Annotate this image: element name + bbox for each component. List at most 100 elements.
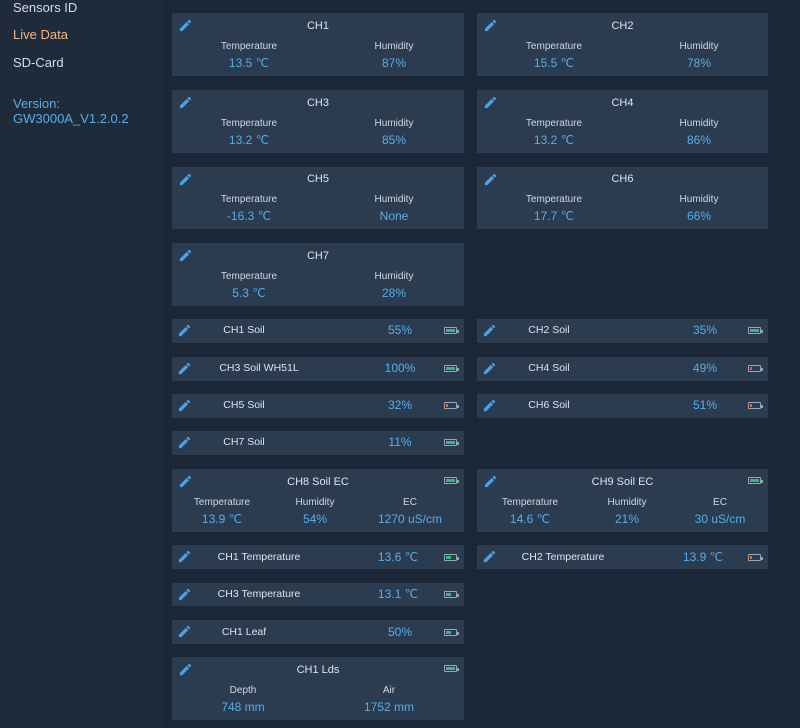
temperature-label: Temperature bbox=[501, 497, 559, 508]
sensor-name: CH3 Temperature bbox=[217, 588, 301, 600]
pencil-edit-icon[interactable] bbox=[177, 361, 192, 376]
main-content: CH1 Temperature 13.5 ℃ Humidity 87% CH2 … bbox=[163, 0, 800, 728]
pencil-edit-icon[interactable] bbox=[177, 398, 192, 413]
humidity-label: Humidity bbox=[679, 118, 719, 129]
humidity-value: 21% bbox=[614, 512, 640, 526]
battery-icon bbox=[748, 402, 763, 409]
battery-icon bbox=[748, 365, 763, 372]
temperature-value: 13.2 ℃ bbox=[228, 133, 270, 147]
soil-row-ch1: CH1 Soil 55% bbox=[172, 319, 464, 343]
th-card-ch5: CH5 Temperature -16.3 ℃ Humidity None bbox=[172, 167, 464, 229]
sensor-value: 13.6 ℃ bbox=[377, 550, 419, 564]
pencil-edit-icon[interactable] bbox=[177, 549, 192, 564]
soil-row-ch6: CH6 Soil 51% bbox=[477, 394, 768, 418]
th-card-ch1: CH1 Temperature 13.5 ℃ Humidity 87% bbox=[172, 13, 464, 76]
temp-row-ch3: CH3 Temperature 13.1 ℃ bbox=[172, 583, 464, 606]
soil-row-ch7: CH7 Soil 11% bbox=[172, 431, 464, 455]
pencil-edit-icon[interactable] bbox=[177, 435, 192, 450]
pencil-edit-icon[interactable] bbox=[178, 172, 193, 187]
pencil-edit-icon[interactable] bbox=[482, 398, 497, 413]
battery-icon bbox=[444, 665, 459, 672]
humidity-value: 78% bbox=[686, 56, 712, 70]
nav-sensors-id[interactable]: Sensors ID bbox=[13, 0, 78, 15]
sensor-value: 32% bbox=[387, 398, 413, 412]
version-value: GW3000A_V1.2.0.2 bbox=[13, 111, 129, 126]
pencil-edit-icon[interactable] bbox=[178, 474, 193, 489]
soil-row-ch4: CH4 Soil 49% bbox=[477, 357, 768, 381]
temperature-label: Temperature bbox=[525, 41, 583, 52]
temperature-value: 14.6 ℃ bbox=[509, 512, 551, 526]
sensor-value: 100% bbox=[384, 361, 416, 375]
ec-value: 30 uS/cm bbox=[694, 512, 746, 526]
pencil-edit-icon[interactable] bbox=[482, 323, 497, 338]
air-label: Air bbox=[382, 685, 396, 696]
pencil-edit-icon[interactable] bbox=[178, 18, 193, 33]
sensor-name: CH3 Soil WH51L bbox=[219, 362, 299, 374]
soil-row-ch2: CH2 Soil 35% bbox=[477, 319, 768, 343]
th-card-ch3: CH3 Temperature 13.2 ℃ Humidity 85% bbox=[172, 90, 464, 153]
sensor-value: 11% bbox=[388, 435, 412, 449]
battery-icon bbox=[444, 439, 459, 446]
soil-row-ch3: CH3 Soil WH51L 100% bbox=[172, 357, 464, 381]
pencil-edit-icon[interactable] bbox=[482, 549, 497, 564]
battery-icon bbox=[444, 365, 459, 372]
pencil-edit-icon[interactable] bbox=[178, 95, 193, 110]
depth-value: 748 mm bbox=[221, 700, 265, 714]
temperature-value: 13.5 ℃ bbox=[228, 56, 270, 70]
sensor-value: 13.9 ℃ bbox=[682, 550, 724, 564]
pencil-edit-icon[interactable] bbox=[178, 662, 193, 677]
humidity-label: Humidity bbox=[295, 497, 335, 508]
temp-row-ch1: CH1 Temperature 13.6 ℃ bbox=[172, 545, 464, 569]
temperature-label: Temperature bbox=[220, 41, 278, 52]
humidity-label: Humidity bbox=[374, 194, 414, 205]
sensor-name: CH2 Temperature bbox=[521, 551, 605, 563]
pencil-edit-icon[interactable] bbox=[177, 624, 192, 639]
sensor-name: CH1 Leaf bbox=[221, 626, 267, 638]
battery-icon bbox=[748, 327, 763, 334]
battery-icon bbox=[444, 402, 459, 409]
humidity-value: 85% bbox=[381, 133, 407, 147]
battery-icon bbox=[444, 554, 459, 561]
lds-card-ch1: CH1 Lds Depth 748 mm Air 1752 mm bbox=[172, 657, 464, 720]
depth-label: Depth bbox=[229, 685, 257, 696]
pencil-edit-icon[interactable] bbox=[178, 248, 193, 263]
pencil-edit-icon[interactable] bbox=[483, 474, 498, 489]
pencil-edit-icon[interactable] bbox=[177, 587, 192, 602]
pencil-edit-icon[interactable] bbox=[177, 323, 192, 338]
ec-label: EC bbox=[713, 497, 727, 508]
temp-row-ch2: CH2 Temperature 13.9 ℃ bbox=[477, 545, 768, 569]
sensor-value: 51% bbox=[692, 398, 718, 412]
card-title: CH7 bbox=[306, 250, 329, 262]
ec-label: EC bbox=[403, 497, 417, 508]
version-label: Version: bbox=[13, 96, 60, 111]
humidity-value: 66% bbox=[686, 209, 712, 223]
battery-icon bbox=[748, 554, 763, 561]
pencil-edit-icon[interactable] bbox=[483, 18, 498, 33]
pencil-edit-icon[interactable] bbox=[482, 361, 497, 376]
card-title: CH1 bbox=[306, 20, 329, 32]
sensor-value: 13.1 ℃ bbox=[377, 587, 419, 601]
sensor-value: 35% bbox=[692, 323, 718, 337]
pencil-edit-icon[interactable] bbox=[483, 95, 498, 110]
sensor-name: CH1 Soil bbox=[223, 324, 265, 336]
humidity-label: Humidity bbox=[679, 41, 719, 52]
soil-ec-card-ch8: CH8 Soil EC Temperature 13.9 ℃ Humidity … bbox=[172, 469, 464, 532]
humidity-label: Humidity bbox=[374, 271, 414, 282]
humidity-value: 87% bbox=[381, 56, 407, 70]
card-title: CH6 bbox=[611, 173, 634, 185]
temperature-value: 13.2 ℃ bbox=[533, 133, 575, 147]
card-title: CH2 bbox=[611, 20, 634, 32]
battery-icon bbox=[748, 477, 763, 484]
th-card-ch4: CH4 Temperature 13.2 ℃ Humidity 86% bbox=[477, 90, 768, 153]
th-card-ch7: CH7 Temperature 5.3 ℃ Humidity 28% bbox=[172, 243, 464, 306]
nav-sd-card[interactable]: SD-Card bbox=[13, 55, 64, 70]
temperature-label: Temperature bbox=[193, 497, 251, 508]
temperature-label: Temperature bbox=[220, 271, 278, 282]
soil-ec-card-ch9: CH9 Soil EC Temperature 14.6 ℃ Humidity … bbox=[477, 469, 768, 532]
nav-live-data[interactable]: Live Data bbox=[13, 27, 68, 42]
th-card-ch2: CH2 Temperature 15.5 ℃ Humidity 78% bbox=[477, 13, 768, 76]
card-title: CH1 Lds bbox=[296, 664, 340, 676]
humidity-value: 86% bbox=[686, 133, 712, 147]
pencil-edit-icon[interactable] bbox=[483, 172, 498, 187]
humidity-label: Humidity bbox=[374, 118, 414, 129]
